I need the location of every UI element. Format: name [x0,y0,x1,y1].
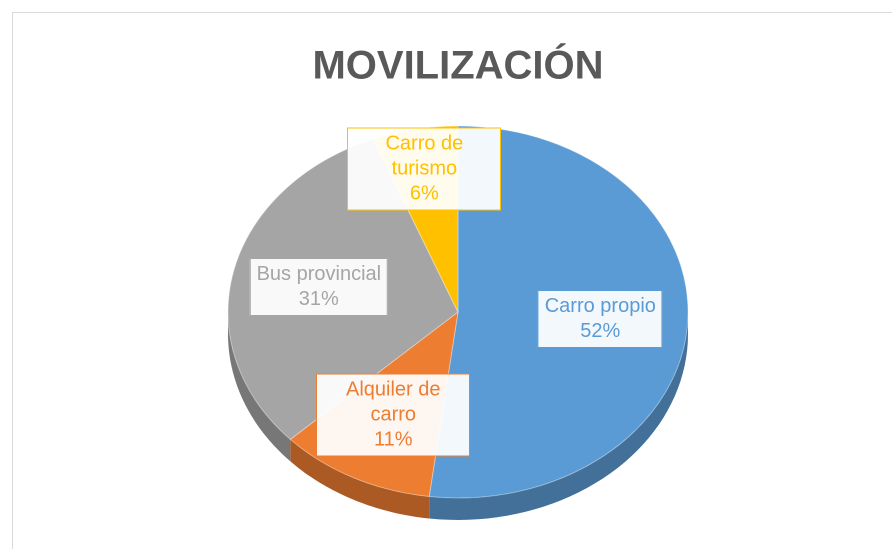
label-value: 31% [298,287,339,310]
chart-title: MOVILIZACIÓN [312,42,603,88]
slice-side [429,312,688,520]
label-value: 11% [373,428,413,451]
data-label: Carro de turismo 6% [347,127,502,211]
data-label: Alquiler de carro 11% [316,373,471,457]
data-label: Carro propio 52% [537,290,663,349]
label-category: Carro propio [544,295,656,318]
label-category: Carro de turismo [385,132,464,180]
slice-side [290,439,430,519]
label-value: 6% [409,182,439,205]
data-label: Bus provincial 31% [249,257,389,316]
label-category: Alquiler de carro [345,378,441,426]
label-value: 52% [580,320,621,343]
chart-frame [12,12,892,549]
label-category: Bus provincial [256,262,382,285]
slice-side [228,312,291,462]
